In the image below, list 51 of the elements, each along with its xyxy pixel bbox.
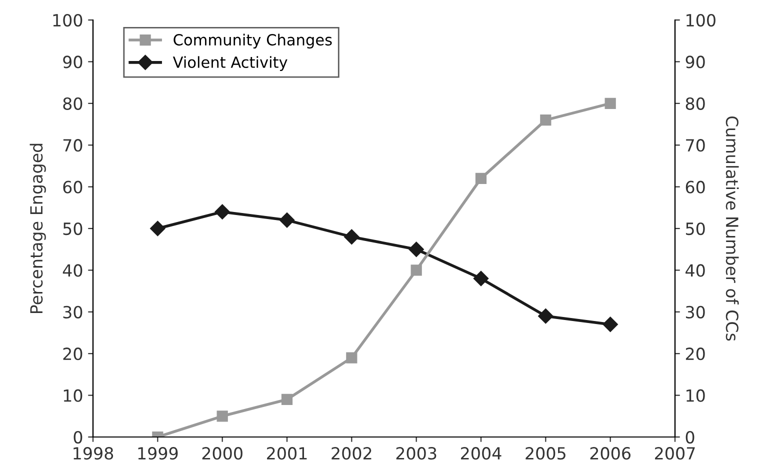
y2-tick-label: 10 bbox=[686, 389, 705, 402]
y-tick-label: 90 bbox=[63, 56, 82, 68]
point bbox=[410, 264, 422, 276]
y-tick-label: 30 bbox=[63, 306, 82, 318]
y2-axis-title: Cumulative Number of CCs bbox=[726, 116, 739, 341]
x-tick-label: 2004 bbox=[461, 447, 502, 460]
y2-tick-label: 20 bbox=[686, 348, 705, 360]
point bbox=[216, 410, 228, 422]
y-tick-label: 20 bbox=[63, 348, 82, 360]
y2-tick-label: 40 bbox=[686, 264, 705, 277]
y2-tick-label: 80 bbox=[686, 97, 705, 110]
y2-tick-label: 30 bbox=[686, 306, 705, 318]
point bbox=[540, 114, 552, 126]
y-tick-label: 40 bbox=[62, 264, 82, 277]
y2-tick-label: 0 bbox=[686, 430, 694, 444]
point bbox=[214, 204, 230, 220]
x-tick-label: 1999 bbox=[138, 447, 178, 460]
y2-tick-label: 90 bbox=[686, 56, 705, 68]
point bbox=[346, 352, 358, 364]
point bbox=[602, 316, 618, 332]
x-tick-label: 2005 bbox=[526, 447, 566, 460]
y-tick-label: 80 bbox=[63, 97, 82, 110]
point bbox=[281, 394, 293, 406]
y-tick-label: 0 bbox=[74, 430, 82, 444]
y-tick-label: 70 bbox=[63, 139, 82, 152]
point bbox=[473, 270, 489, 286]
point bbox=[279, 212, 295, 228]
x-tick-label: 2006 bbox=[590, 447, 630, 460]
point bbox=[538, 308, 554, 324]
x-tick-label: 1998 bbox=[74, 447, 114, 460]
y-tick-label: 10 bbox=[64, 389, 82, 402]
y2-tick-label: 50 bbox=[686, 222, 705, 236]
legend-label: Community Changes bbox=[174, 34, 332, 49]
point bbox=[408, 242, 424, 257]
x-tick-label: 2000 bbox=[202, 447, 242, 460]
y-tick-label: 60 bbox=[63, 180, 82, 194]
y2-tick-label: 100 bbox=[686, 14, 716, 27]
y-tick-label: 100 bbox=[53, 14, 82, 27]
y-axis-title: Percentage Engaged bbox=[30, 144, 46, 314]
x-tick-label: 2002 bbox=[332, 447, 372, 460]
point bbox=[150, 220, 166, 236]
legend-label: Violent Activity bbox=[172, 56, 288, 71]
x-tick-label: 2007 bbox=[655, 447, 695, 460]
x-tick-label: 2003 bbox=[396, 447, 436, 460]
point bbox=[604, 98, 616, 109]
y2-tick-label: 70 bbox=[686, 139, 705, 152]
point bbox=[475, 172, 487, 184]
point bbox=[344, 229, 360, 244]
y2-tick-label: 60 bbox=[686, 180, 705, 194]
y-tick-label: 50 bbox=[63, 222, 82, 236]
x-tick-label: 2001 bbox=[267, 447, 307, 460]
